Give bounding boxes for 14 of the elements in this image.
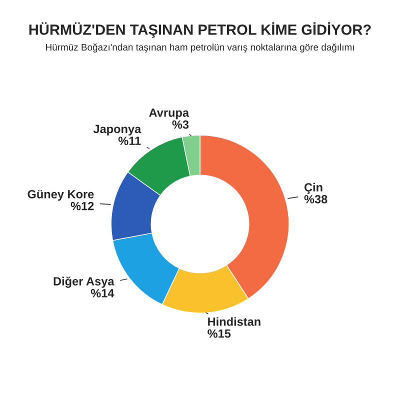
slice-label: Çin (304, 182, 322, 194)
slice-label: Avrupa (149, 108, 190, 120)
data-label: %3 (172, 120, 189, 129)
chart-title: HÜRMÜZ'DEN TAŞINAN PETROL KİME GİDİYOR? (29, 22, 371, 38)
slice-label: Japonya (93, 124, 142, 136)
data-label: %15 (208, 329, 231, 338)
data-label: %11 (118, 136, 141, 146)
data-label: %12 (70, 202, 94, 210)
chart-subtitle: Hürmüz Boğazı'ndan taşınan ham petrolün varış noktalarına göre dağılımı (46, 44, 354, 52)
data-label: %14 (90, 289, 114, 298)
slice-label: Diğer Asya (54, 276, 114, 288)
slice-label: Hindistan (208, 317, 260, 326)
slice-label: Güney Kore (28, 190, 94, 201)
data-label: %38 (304, 195, 328, 204)
